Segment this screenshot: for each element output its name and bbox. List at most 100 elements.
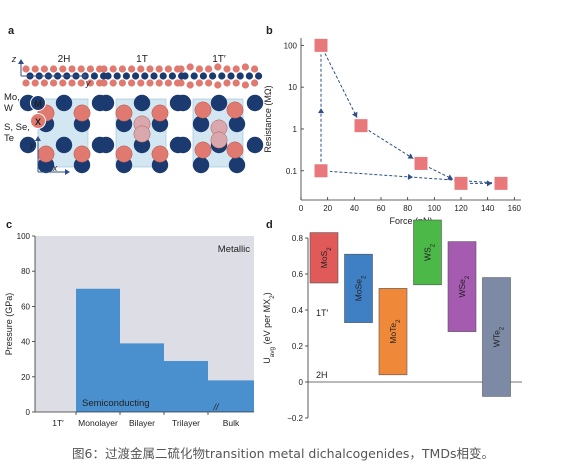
side-view-metal-atom	[90, 72, 98, 80]
b-path-arrowhead	[352, 111, 358, 118]
d-y-tick-label: 0.6	[292, 270, 304, 279]
d-bar-WTe2	[482, 277, 511, 397]
d-bar-label-MoTe2: MoTe2	[388, 319, 402, 344]
side-view-chalcogen-atom	[59, 65, 67, 73]
d-bar-label-MoTe2-part: 2	[395, 319, 402, 323]
metal-atom	[97, 136, 115, 154]
side-view-chalcogen-atom	[40, 79, 49, 87]
side-view-chalcogen-atom	[50, 65, 58, 73]
panel-a-crystal-structures: a 2H 1T 1T′ z y y x MX Mo,W S, Se,Te	[4, 25, 264, 175]
z-axis-label: z	[11, 54, 17, 64]
side-view-metal-atom	[218, 72, 226, 80]
c-category-label: Bulk	[223, 418, 240, 428]
chalcogen-atom	[210, 131, 228, 149]
d-y-tick-label: 0	[299, 378, 304, 387]
metal-atom-letter: M	[34, 99, 42, 109]
side-view-chalcogen-atom	[214, 63, 222, 71]
d-bar-label-WTe2-part: WTe	[492, 330, 502, 347]
d-bar-MoSe2	[344, 253, 373, 323]
panel-a-label: a	[8, 25, 15, 37]
d-y-tick-label: 0.2	[292, 342, 304, 351]
side-view-metal-atom	[104, 72, 112, 80]
side-view-chalcogen-atom	[164, 65, 172, 73]
side-view-metal-atom	[255, 72, 263, 80]
c-category-label: Monolayer	[78, 418, 118, 428]
metal-atom	[55, 94, 73, 112]
d-y-axis-title-part: avg	[269, 346, 276, 357]
d-y-axis-title-part: U	[262, 357, 272, 364]
x-axis-label-bottom: x	[52, 163, 58, 173]
d-bar-WS2	[413, 219, 442, 286]
side-view-chalcogen-atom	[128, 65, 136, 73]
side-view-chalcogen-atom	[186, 81, 194, 89]
b-x-tick-label: 160	[508, 204, 522, 213]
d-bar-label-MoS2: MoS2	[319, 247, 333, 268]
side-view-metal-atom	[190, 72, 198, 80]
c-semiconducting-label: Semiconducting	[82, 398, 150, 409]
side-view-chalcogen-atom	[223, 65, 231, 73]
d-y-tick-label: −0.2	[287, 414, 303, 423]
side-view-metal-atom	[168, 72, 176, 80]
metal-atom	[174, 94, 192, 112]
metal-atom	[246, 94, 264, 112]
d-bar-label-MoSe2-part: MoSe	[354, 279, 364, 301]
d-2h-label: 2H	[316, 370, 328, 380]
side-view-metal-atom	[141, 72, 149, 80]
b-path-arrowhead	[407, 153, 414, 159]
side-view-chalcogen-atom	[251, 79, 259, 87]
side-view-metal-atom	[199, 72, 207, 80]
b-x-tick-label: 60	[377, 204, 386, 213]
d-y-axis-title-part: )	[262, 292, 272, 295]
side-view-chalcogen-atom	[164, 79, 172, 87]
z-axis-arrowhead	[18, 59, 24, 64]
side-view-metal-atom	[227, 72, 235, 80]
side-view-metal-atom	[181, 72, 189, 80]
chalcogen-legend-line-2: Te	[4, 133, 14, 144]
side-view-chalcogen-atom	[68, 65, 76, 73]
side-view-chalcogen-atom	[86, 65, 94, 73]
side-view-chalcogen-atom	[146, 65, 154, 73]
metal-atom	[192, 115, 210, 133]
chalcogen-atom	[194, 101, 212, 119]
d-bar-label-WSe2: WSe2	[457, 275, 471, 297]
d-bar-label-WS2-part: 2	[429, 243, 436, 247]
side-view-chalcogen-atom	[22, 65, 30, 73]
b-path-arrowhead	[318, 108, 324, 114]
b-y-tick-label: 10	[288, 83, 297, 92]
phase-label-1T′: 1T′	[212, 54, 226, 65]
metal-legend-line-1: Mo,	[4, 92, 20, 103]
d-bar-label-WSe2-part: WSe	[457, 279, 467, 298]
d-bar-label-WSe2-part: 2	[464, 275, 471, 279]
b-path-segment	[368, 130, 414, 160]
c-y-tick-label: 80	[21, 267, 30, 276]
b-x-tick-label: 0	[299, 204, 304, 213]
d-bar-label-WS2: WS2	[423, 243, 437, 261]
d-bar-label-MoSe2-part: 2	[360, 275, 367, 279]
metal-atom	[192, 156, 210, 174]
c-axis-break-mark: //	[212, 402, 220, 412]
metal-atom	[246, 136, 264, 154]
side-view-chalcogen-atom	[77, 79, 85, 87]
side-view-chalcogen-atom	[155, 79, 163, 87]
d-y-axis-title: Uavg (eV per MX2)	[262, 292, 276, 364]
d-y-tick-label: 0.4	[292, 306, 304, 315]
chalcogen-atom	[151, 145, 169, 163]
d-bar-MoTe2	[378, 288, 408, 376]
side-view-chalcogen-atom	[118, 79, 126, 87]
b-x-tick-label: 80	[403, 204, 412, 213]
chalcogen-atom-letter: X	[35, 117, 41, 127]
metal-atom	[228, 156, 246, 174]
phase-label-1T: 1T	[136, 54, 148, 65]
chalcogen-atom	[226, 141, 244, 159]
d-bar-label-WTe2-part: 2	[498, 326, 505, 330]
b-x-tick-label: 120	[454, 204, 468, 213]
b-path-arrowhead	[447, 174, 453, 180]
c-y-tick-label: 20	[21, 373, 30, 382]
d-1tprime-label: 1T′	[316, 308, 329, 318]
figure-caption: 图6：过渡金属二硫化物transition metal dichalcogeni…	[72, 446, 494, 461]
metal-atom	[97, 94, 115, 112]
side-view-chalcogen-atom	[205, 65, 213, 73]
c-category-label: Trilayer	[172, 418, 200, 428]
b-data-point	[314, 38, 328, 52]
b-x-tick-label: 40	[350, 204, 359, 213]
